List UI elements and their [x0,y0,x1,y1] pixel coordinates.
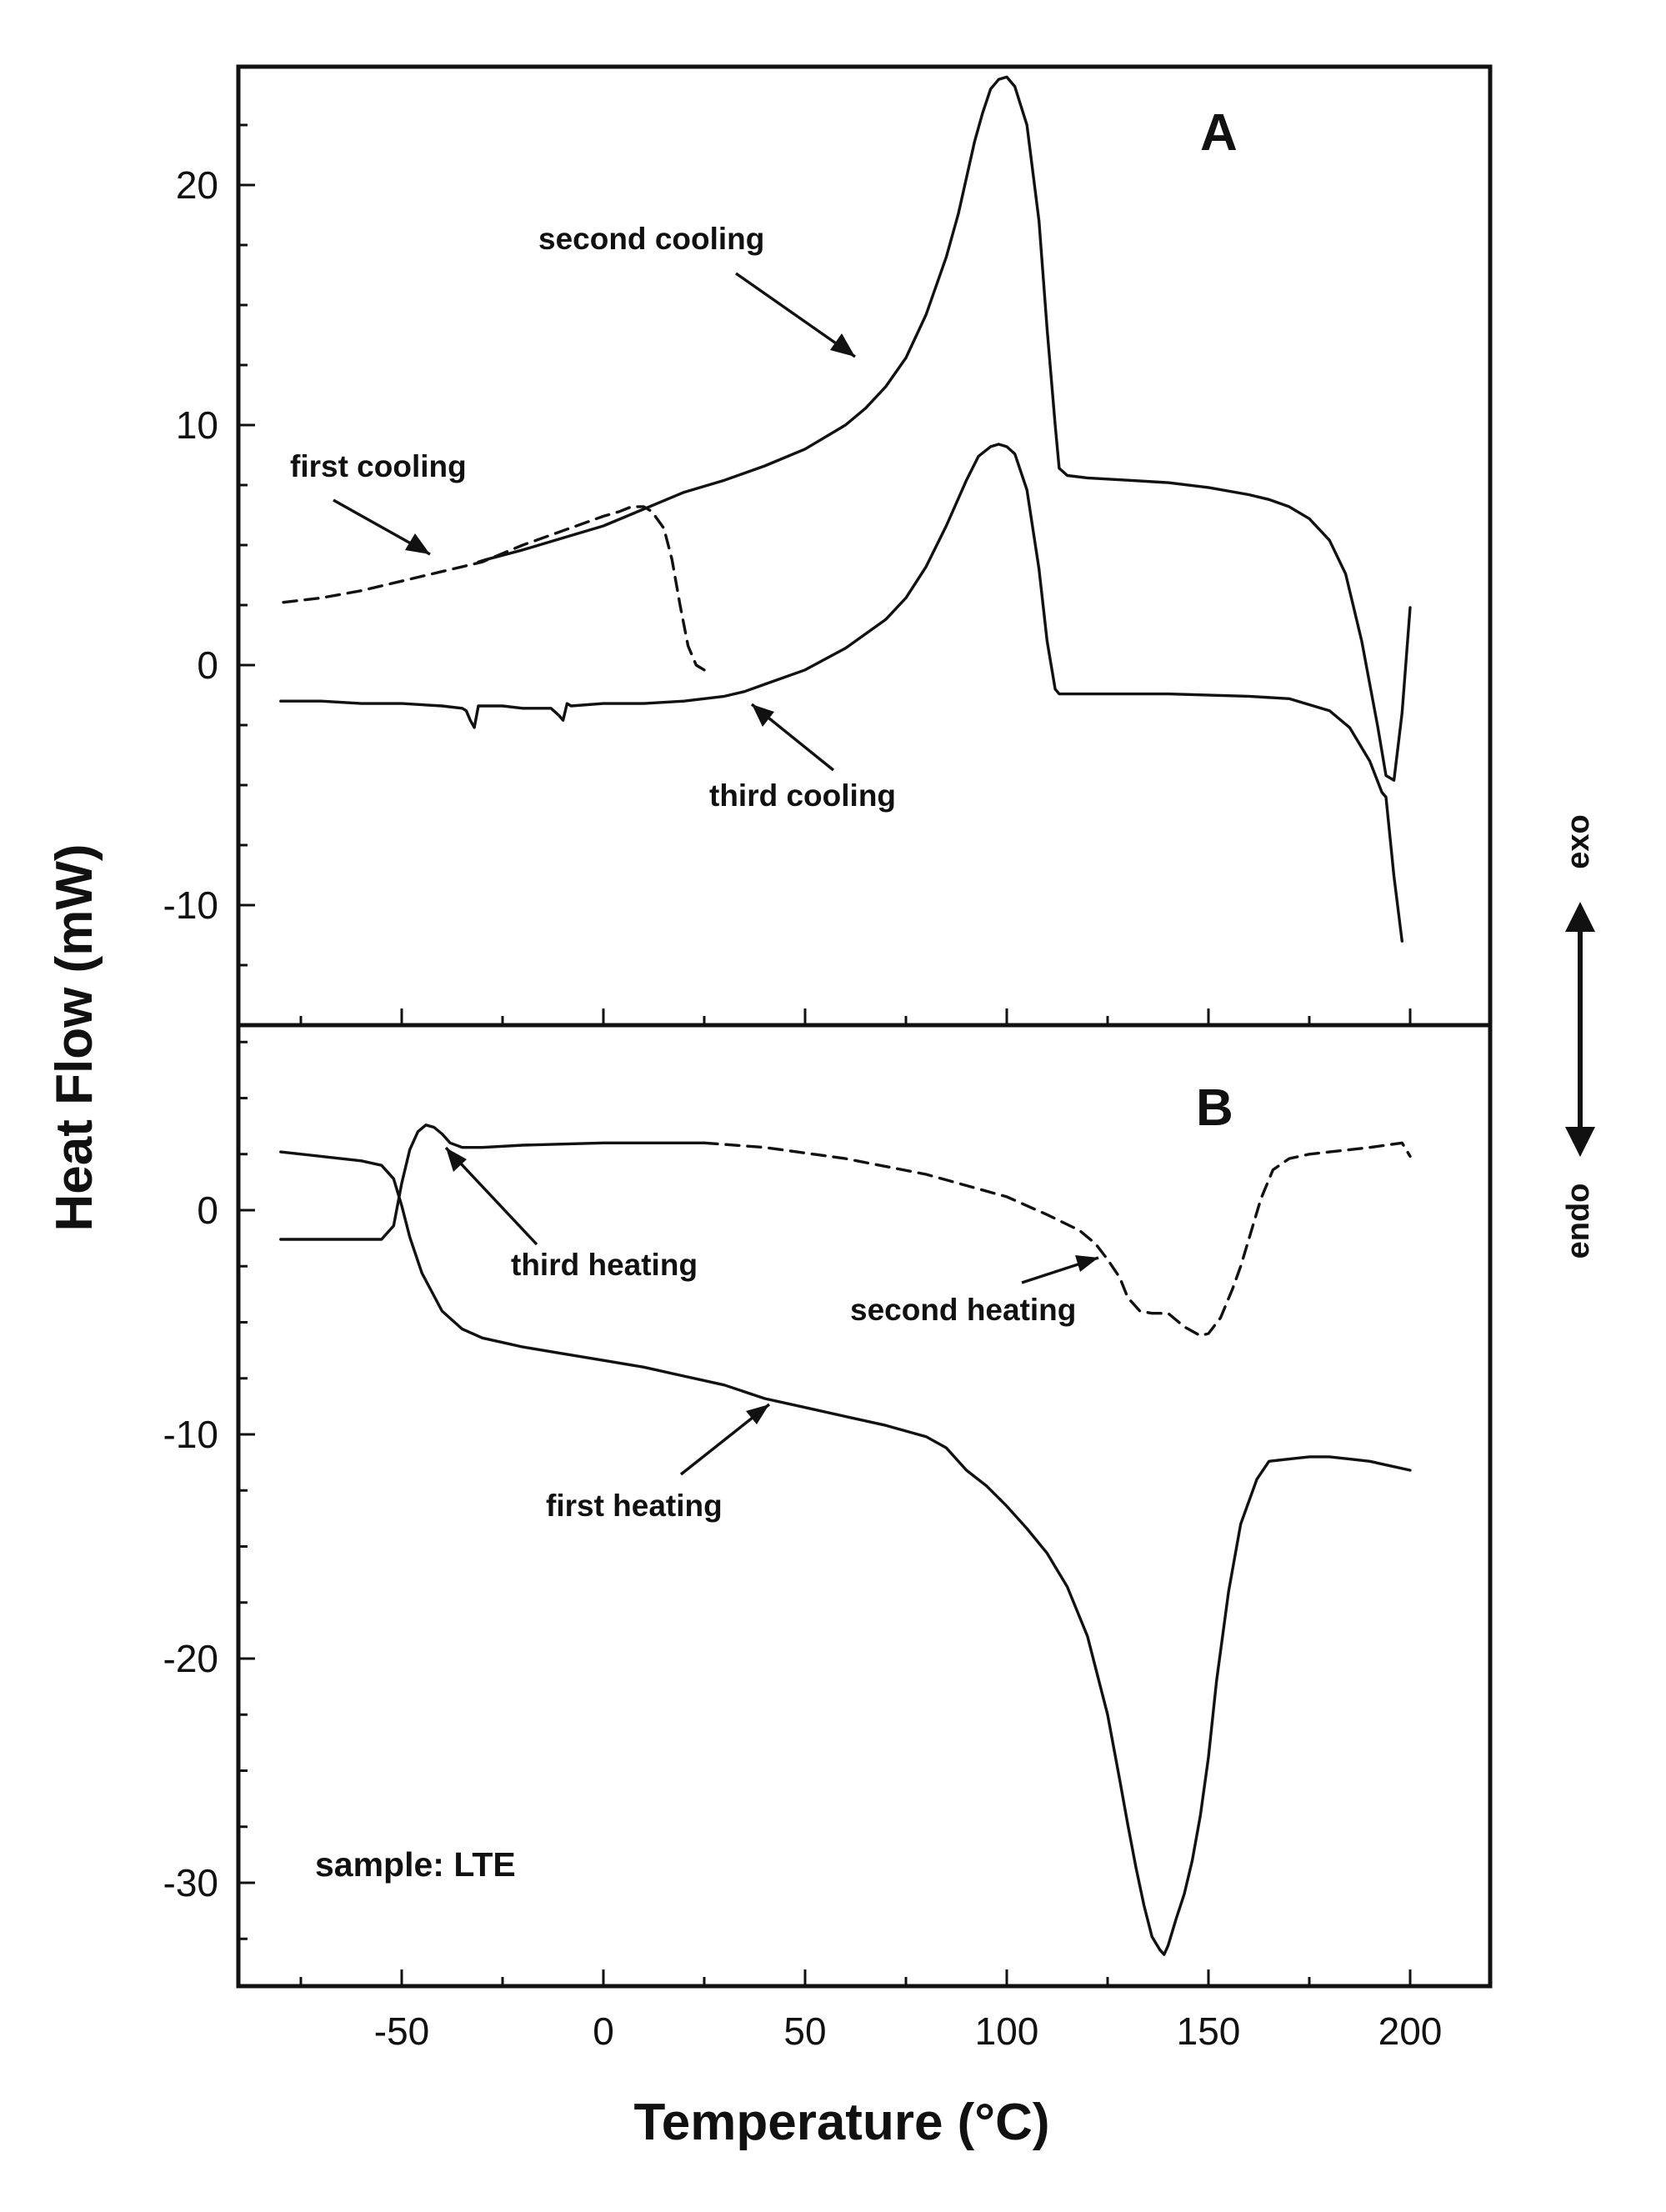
annot-first-cooling: first cooling [290,449,467,483]
y-tick-label-b--30: -30 [163,1861,218,1904]
series-first-cooling [279,505,706,672]
series-third-heating [279,1124,706,1241]
panel-b-label: B [1196,1079,1233,1137]
ticks-layer: -10 0 10 20 -30 -20 -10 0 -50 0 50 100 150 200 [163,123,1443,2053]
arrowhead-third-heating [446,1148,467,1172]
y-tick-label-b--10: -10 [163,1413,218,1456]
y-tick-label-a-0: 0 [197,643,218,687]
panel-a-label: A [1200,104,1238,162]
panel-b-frame [236,1023,1493,1989]
series-third-cooling [279,443,1403,943]
x-tick-label-200: 200 [1378,2009,1443,2053]
exo-arrowhead-icon [1565,902,1595,932]
annot-second-cooling: second cooling [538,222,764,256]
series-second-heating [703,1141,1412,1338]
x-axis-title: Temperature (°C) [633,2094,1049,2151]
y-axis-title: Heat Flow (mW) [46,844,103,1232]
x-tick-label-100: 100 [975,2009,1039,2053]
y-tick-label-b--20: -20 [163,1637,218,1680]
curves-layer [279,75,1412,1956]
y-tick-label-b-0: 0 [197,1189,218,1232]
panel-a-frame [236,64,1493,1028]
arrowhead-first-heating [746,1404,769,1424]
series-first-heating [279,1150,1412,1956]
annot-third-heating: third heating [511,1248,698,1282]
arrowhead-second-cooling [830,333,855,357]
x-tick-label-150: 150 [1177,2009,1241,2053]
annot-first-heating: first heating [546,1489,723,1523]
x-tick-label-50: 50 [783,2009,826,2053]
y-tick-label-a--10: -10 [163,883,218,927]
annot-second-heating: second heating [850,1293,1076,1327]
y-tick-label-a-10: 10 [176,403,218,447]
exo-label: exo [1561,814,1596,868]
x-tick-label-0: 0 [593,2009,614,2053]
annot-third-cooling: third cooling [709,778,896,813]
arrowhead-first-cooling [405,533,430,554]
arrowhead-third-cooling [752,704,774,727]
series-second-cooling [477,75,1412,782]
endo-label: endo [1561,1184,1596,1259]
endo-arrowhead-icon [1565,1127,1595,1157]
sample-label: sample: LTE [315,1845,516,1884]
x-tick-label--50: -50 [374,2009,429,2053]
y-tick-label-a-20: 20 [176,163,218,207]
arrowhead-second-heating [1075,1255,1098,1272]
